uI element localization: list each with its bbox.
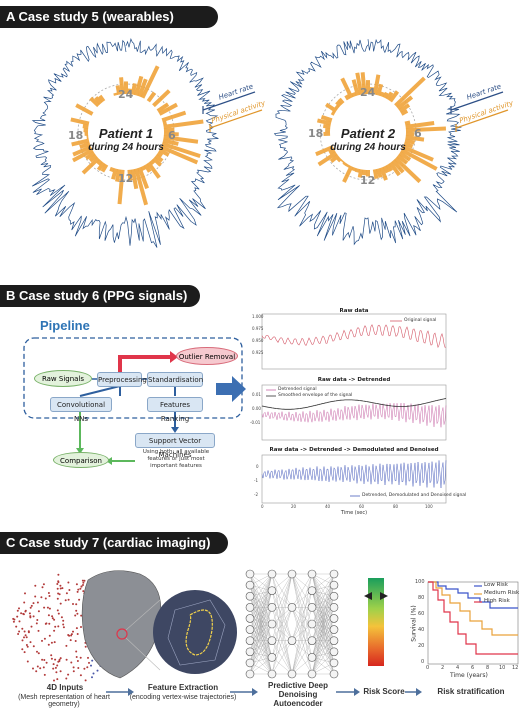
km-ytick-100: 100 <box>415 579 425 585</box>
km-ytick-40: 40 <box>418 627 425 633</box>
raw-signals-node: Raw Signals <box>34 370 92 387</box>
step2-title: Feature Extraction <box>147 683 219 692</box>
xtick-60: 60 <box>359 504 365 509</box>
plot1-ytick-1: 0.975 <box>252 326 264 331</box>
km-y-label: Survival (%) <box>410 605 418 642</box>
section-c-header: C Case study 7 (cardiac imaging) <box>0 532 228 554</box>
comparison-node: Comparison <box>53 452 109 468</box>
plot3-legend: Detrended, Demodulated and Denoised sign… <box>362 493 467 498</box>
patient1-title: Patient 1 <box>98 126 154 141</box>
pipeline-connectors <box>23 337 246 465</box>
pa-legend-line <box>209 109 263 129</box>
section-b-header: B Case study 6 (PPG signals) <box>0 285 200 307</box>
plot2-title: Raw data -> Detrended <box>317 377 391 383</box>
svm-node: Support Vector Machines <box>135 433 215 459</box>
km-xtick-8: 8 <box>486 665 490 671</box>
km-ytick-60: 60 <box>418 611 425 617</box>
xtick-100: 100 <box>425 504 433 509</box>
patient1-subtitle: during 24 hours <box>88 142 164 153</box>
trajectory-zoom-circle <box>153 590 237 674</box>
plot2-ytick-2: -0.01 <box>250 420 261 425</box>
patient1-hour-24: 24 <box>118 88 134 101</box>
ppg-signal-plots <box>261 313 447 504</box>
heart-surface <box>81 570 162 679</box>
xtick-80: 80 <box>393 504 399 509</box>
km-xtick-12: 12 <box>512 665 519 671</box>
km-xtick-10: 10 <box>499 665 506 671</box>
km-xtick-4: 4 <box>456 665 460 671</box>
patient1-hour-6: 6 <box>168 129 176 142</box>
km-x-label: Time (years) <box>450 672 488 679</box>
patient2-hour-24: 24 <box>360 86 376 99</box>
step1-subtitle: (Mesh representation of heart geometry) <box>18 694 110 708</box>
patient2-hour-18: 18 <box>308 127 324 140</box>
plot2-ytick-1: 0.00 <box>252 406 261 411</box>
patient1-radial-plot <box>31 38 219 248</box>
patient2-hour-6: 6 <box>414 127 422 140</box>
xtick-40: 40 <box>325 504 331 509</box>
outlier-removal-node: Outlier Removal <box>176 347 238 365</box>
xtick-0: 0 <box>261 504 264 509</box>
plot1-ytick-0: 1.000 <box>252 314 264 319</box>
patient1-hour-12: 12 <box>118 172 134 185</box>
risk-score-bar <box>368 578 384 666</box>
patient1-hour-18: 18 <box>68 129 84 142</box>
patient2-hour-12: 12 <box>360 174 376 187</box>
plot1-ytick-2: 0.950 <box>252 338 264 343</box>
features-ranking-node: Features Ranking <box>147 397 203 423</box>
xtick-20: 20 <box>291 504 297 509</box>
plot1-title: Raw data <box>339 308 369 314</box>
autoencoder-network <box>245 569 339 679</box>
plot3-ytick-1: -1 <box>254 478 258 483</box>
km-legend-low: Low Risk <box>484 582 508 588</box>
patient2-radial-plot <box>273 38 462 246</box>
hr-legend-line <box>202 91 256 111</box>
km-xtick-6: 6 <box>471 665 475 671</box>
standardisation-node: Standardisation <box>147 372 203 387</box>
preprocessing-node: Preprocessing <box>97 372 147 387</box>
ppg-xaxis-label: Time (sec) <box>340 510 368 516</box>
km-ytick-0: 0 <box>421 659 425 665</box>
step1-title: 4D Inputs <box>46 683 84 692</box>
km-legend-medium: Medium Risk <box>484 590 520 596</box>
plot3-ytick-0: 0 <box>256 464 259 469</box>
km-ytick-20: 20 <box>418 643 425 649</box>
patient2-subtitle: during 24 hours <box>330 142 406 153</box>
pipeline-title: Pipeline <box>40 318 90 333</box>
plot1-legend: Original signal <box>404 318 437 323</box>
svm-note: Using both: all available features or ju… <box>142 449 210 469</box>
step5-title: Risk stratification <box>437 687 505 696</box>
plot3-ytick-2: -2 <box>254 492 258 497</box>
km-ytick-80: 80 <box>418 595 425 601</box>
section-a-header: A Case study 5 (wearables) <box>0 6 218 28</box>
plot3-title: Raw data -> Detrended -> Demodulated and… <box>269 447 439 453</box>
plot2-legend-2: Smoothed envelope of the signal <box>278 393 353 398</box>
patient2-title: Patient 2 <box>340 126 396 141</box>
step2-subtitle: (encoding vertex-wise trajectories) <box>129 694 237 701</box>
km-xtick-0: 0 <box>426 665 430 671</box>
step4-title: Risk Score <box>363 687 405 696</box>
step3-title: Predictive Deep Denoising Autoencoder <box>267 681 329 708</box>
plot2-legend-1: Detrended signal <box>278 387 317 392</box>
km-xtick-2: 2 <box>441 665 445 671</box>
conv-nns-node: Convolutional NNs <box>50 397 112 423</box>
wearables-radial-plots <box>31 38 509 248</box>
plot1-ytick-3: 0.925 <box>252 350 264 355</box>
plot2-ytick-0: 0.01 <box>252 392 261 397</box>
km-plot-area <box>427 581 519 665</box>
km-legend-high: High Risk <box>484 598 510 604</box>
cardiac-imaging-pipeline <box>12 569 519 696</box>
